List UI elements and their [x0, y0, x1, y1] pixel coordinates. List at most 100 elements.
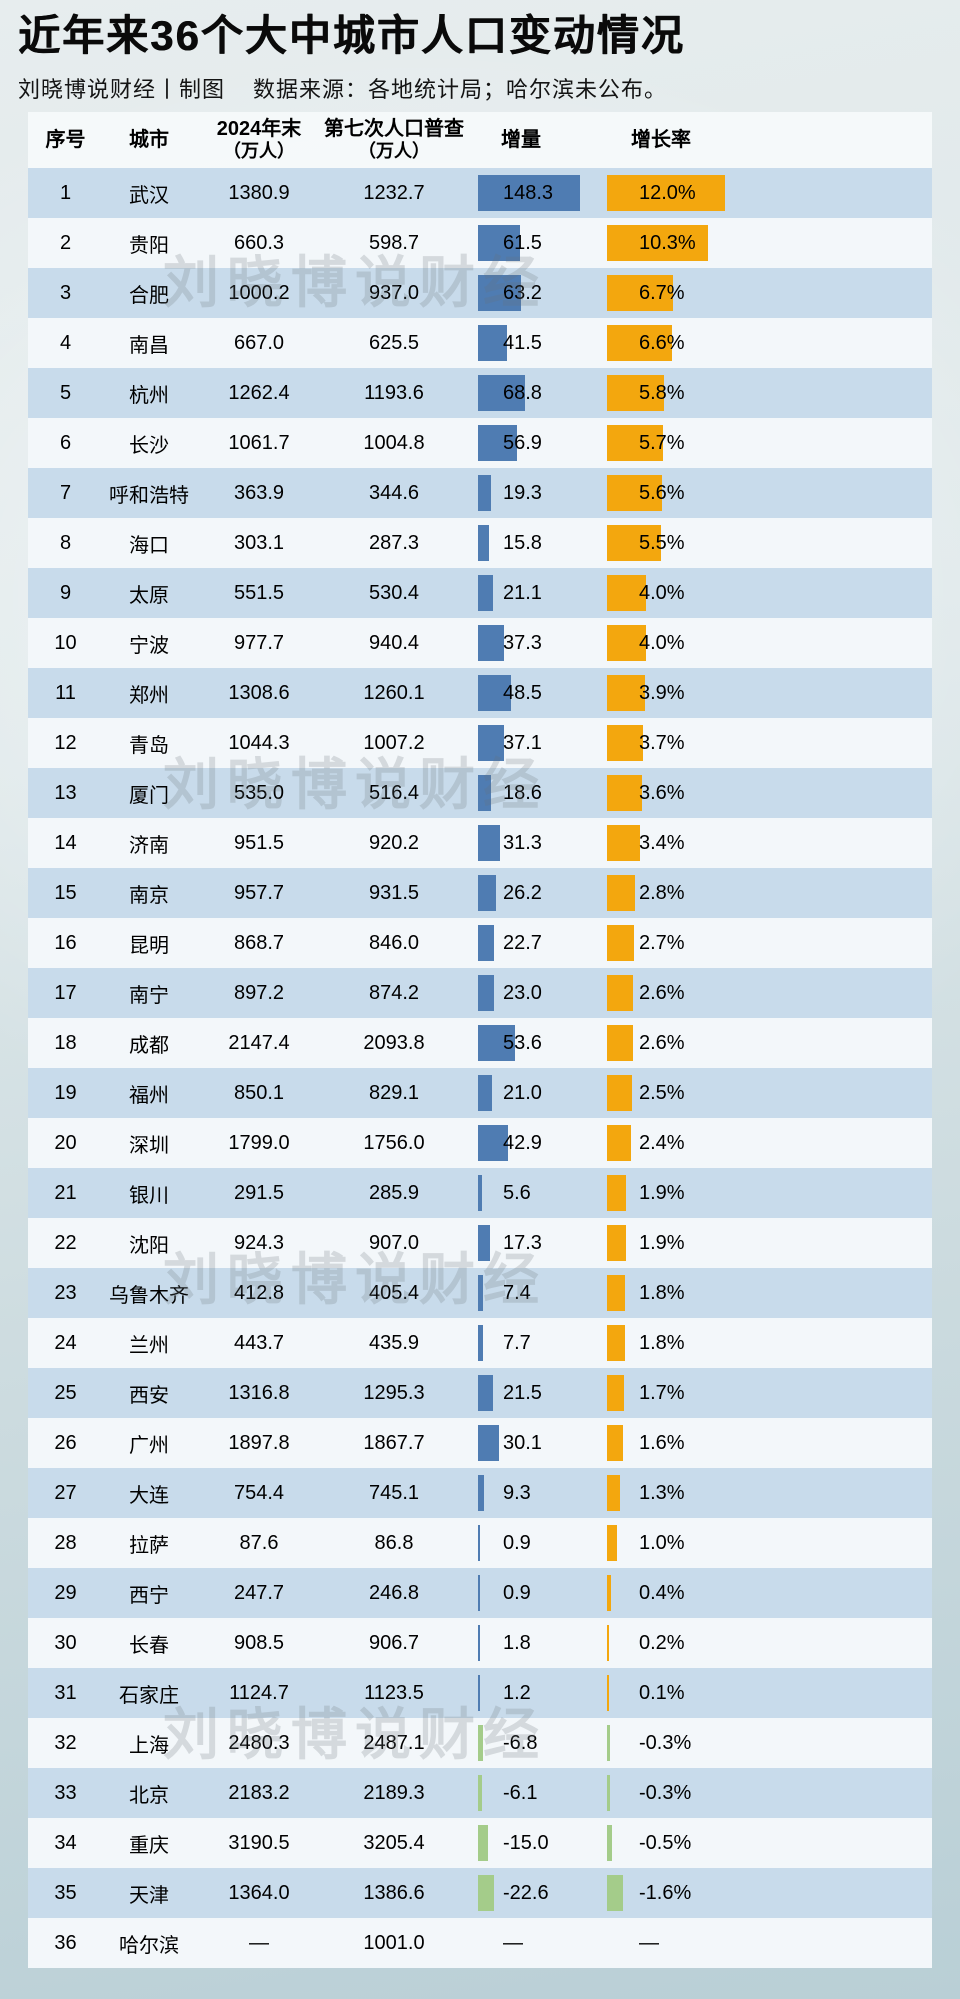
delta-cell: — — [465, 1918, 605, 1968]
delta-cell: 7.4 — [465, 1268, 605, 1318]
rate-cell: 3.9% — [605, 668, 932, 718]
rate-bar — [607, 1625, 609, 1661]
row-number: 30 — [54, 1631, 77, 1654]
col-header-rate: 增长率 — [631, 129, 691, 151]
delta-cell: -6.1 — [465, 1768, 605, 1818]
table-row: 6 长沙 1061.7 1004.8 56.9 5.7% — [28, 418, 932, 468]
delta-value: 53.6 — [503, 1031, 542, 1054]
table-row: 19 福州 850.1 829.1 21.0 2.5% — [28, 1068, 932, 1118]
table-row: 8 海口 303.1 287.3 15.8 5.5% — [28, 518, 932, 568]
delta-value: 56.9 — [503, 431, 542, 454]
rate-value: 1.6% — [639, 1431, 685, 1454]
rate-bar — [607, 675, 646, 711]
table-row: 35 天津 1364.0 1386.6 -22.6 -1.6% — [28, 1868, 932, 1918]
rate-bar — [607, 1125, 631, 1161]
pop-2024-value: 535.0 — [233, 781, 285, 804]
rate-value: 5.7% — [639, 431, 685, 454]
rate-cell: 2.4% — [605, 1118, 932, 1168]
delta-cell: 5.6 — [465, 1168, 605, 1218]
rate-cell: 2.6% — [605, 968, 932, 1018]
city-name: 天津 — [129, 1884, 169, 1907]
row-number: 26 — [54, 1431, 77, 1454]
delta-cell: 56.9 — [465, 418, 605, 468]
delta-bar — [478, 925, 494, 961]
row-number: 34 — [54, 1831, 77, 1854]
pop-2024-value: 3190.5 — [228, 1831, 290, 1854]
pop-2024-value: 2147.4 — [228, 1031, 290, 1054]
rate-value: 5.6% — [639, 481, 685, 504]
city-name: 杭州 — [129, 384, 169, 407]
pop-2024-value: 1061.7 — [228, 431, 290, 454]
row-number: 13 — [54, 781, 77, 804]
rate-bar — [607, 275, 673, 311]
table-row: 21 银川 291.5 285.9 5.6 1.9% — [28, 1168, 932, 1218]
delta-cell: 15.8 — [465, 518, 605, 568]
pop-2024-value: 924.3 — [233, 1231, 285, 1254]
census-value: 86.8 — [374, 1531, 414, 1554]
rate-cell: 6.7% — [605, 268, 932, 318]
delta-value: 19.3 — [503, 481, 542, 504]
rate-cell: 5.6% — [605, 468, 932, 518]
census-value: 1232.7 — [363, 181, 425, 204]
rate-cell: 3.7% — [605, 718, 932, 768]
city-name: 宁波 — [129, 634, 169, 657]
delta-value: 31.3 — [503, 831, 542, 854]
census-value: 2093.8 — [363, 1031, 425, 1054]
census-value: 937.0 — [368, 281, 420, 304]
pop-2024-value: 897.2 — [233, 981, 285, 1004]
census-value: 1007.2 — [363, 731, 425, 754]
rate-value: 1.0% — [639, 1531, 685, 1554]
delta-value: — — [503, 1931, 523, 1954]
table-row: 16 昆明 868.7 846.0 22.7 2.7% — [28, 918, 932, 968]
rate-cell: 1.9% — [605, 1168, 932, 1218]
col-header-delta: 增量 — [501, 129, 541, 151]
delta-bar — [478, 275, 522, 311]
row-number: 1 — [59, 181, 72, 204]
census-value: 1193.6 — [364, 381, 424, 404]
delta-value: -6.8 — [503, 1731, 538, 1754]
delta-cell: 37.3 — [465, 618, 605, 668]
delta-cell: 9.3 — [465, 1468, 605, 1518]
delta-bar — [478, 1725, 483, 1761]
rate-cell: — — [605, 1918, 932, 1968]
rate-bar — [607, 325, 672, 361]
rate-cell: 1.8% — [605, 1318, 932, 1368]
delta-cell: 68.8 — [465, 368, 605, 418]
delta-cell: 30.1 — [465, 1418, 605, 1468]
census-value: 287.3 — [368, 531, 420, 554]
pop-2024-value: 1308.6 — [228, 681, 290, 704]
census-value: 1004.8 — [363, 431, 425, 454]
table-row: 25 西安 1316.8 1295.3 21.5 1.7% — [28, 1368, 932, 1418]
rate-bar — [607, 1175, 626, 1211]
table-row: 33 北京 2183.2 2189.3 -6.1 -0.3% — [28, 1768, 932, 1818]
table-row: 17 南宁 897.2 874.2 23.0 2.6% — [28, 968, 932, 1018]
row-number: 3 — [59, 281, 72, 304]
delta-value: 0.9 — [503, 1531, 531, 1554]
rate-bar — [607, 1025, 633, 1061]
delta-value: 42.9 — [503, 1131, 542, 1154]
delta-bar — [478, 1675, 480, 1711]
rate-value: -0.3% — [639, 1731, 692, 1754]
delta-cell: 19.3 — [465, 468, 605, 518]
delta-bar — [478, 625, 504, 661]
city-name: 海口 — [129, 534, 169, 557]
rate-cell: 1.9% — [605, 1218, 932, 1268]
data-source-note: 数据来源：各地统计局；哈尔滨未公布。 — [253, 77, 668, 103]
delta-bar — [478, 1875, 494, 1911]
delta-cell: 7.7 — [465, 1318, 605, 1368]
census-value: 1386.6 — [363, 1881, 425, 1904]
census-value: 829.1 — [368, 1081, 420, 1104]
rate-value: 2.7% — [639, 931, 685, 954]
city-name: 济南 — [129, 834, 169, 857]
census-value: 907.0 — [368, 1231, 420, 1254]
delta-bar — [478, 1025, 515, 1061]
row-number: 33 — [54, 1781, 77, 1804]
rate-bar — [607, 1375, 624, 1411]
rate-cell: 5.8% — [605, 368, 932, 418]
col-header-census: 第七次人口普查 （万人） — [324, 118, 464, 162]
pop-2024-value: 443.7 — [233, 1331, 285, 1354]
delta-cell: 31.3 — [465, 818, 605, 868]
table-row: 12 青岛 1044.3 1007.2 37.1 3.7% — [28, 718, 932, 768]
rate-bar — [607, 1525, 617, 1561]
table-row: 26 广州 1897.8 1867.7 30.1 1.6% — [28, 1418, 932, 1468]
